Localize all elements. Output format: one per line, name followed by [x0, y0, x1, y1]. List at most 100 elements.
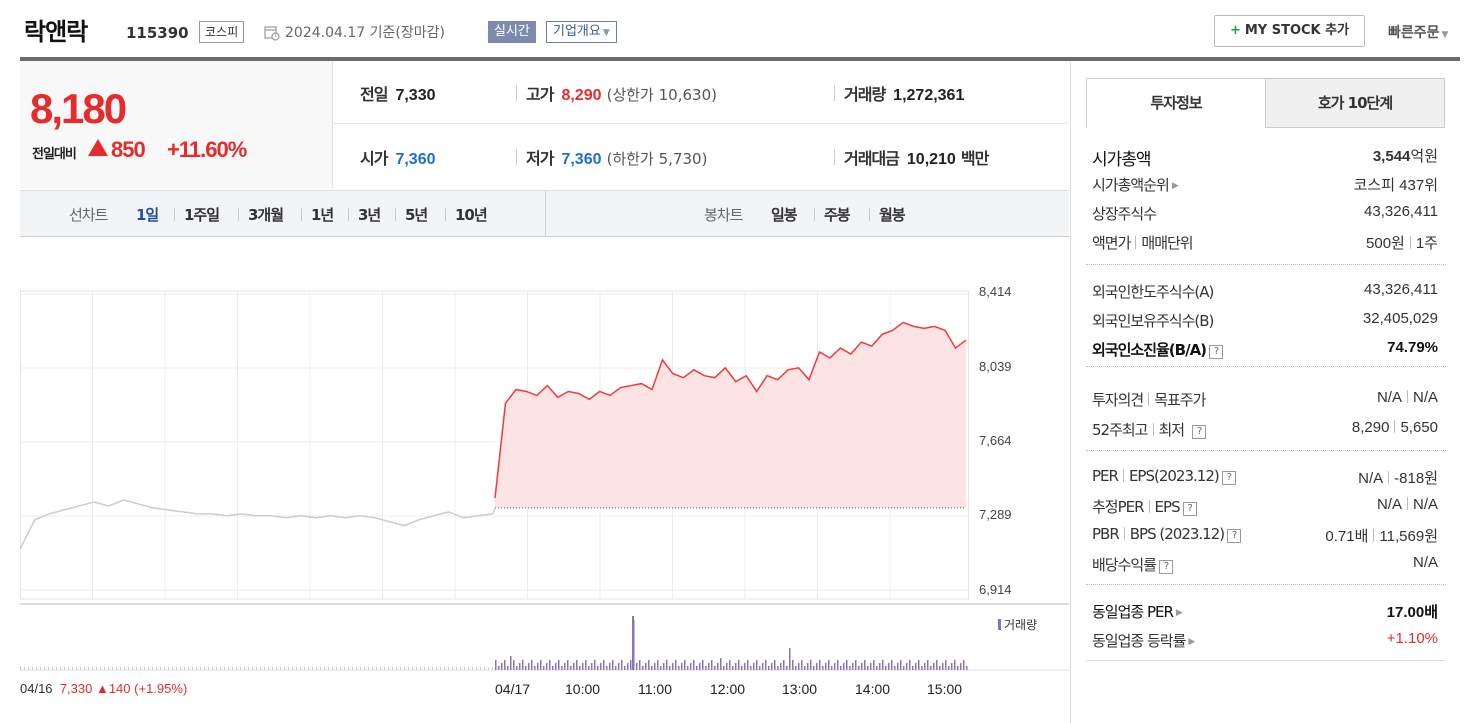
volume-bar	[344, 667, 345, 670]
volume-bar	[963, 660, 965, 670]
volume-bar	[942, 663, 944, 670]
candle-monthly[interactable]: 월봉	[879, 206, 906, 224]
help-icon[interactable]: ?	[1159, 560, 1174, 574]
volume-bar	[675, 660, 677, 670]
volume-bar	[148, 667, 149, 670]
help-icon[interactable]: ?	[1182, 502, 1197, 516]
period-1w[interactable]: 1주일	[184, 206, 220, 224]
sector-change-value: +1.10%	[1386, 630, 1438, 647]
info-row: 52주최고 최저? 8,290 5,650	[1092, 419, 1438, 443]
volume-bar	[320, 667, 321, 670]
volume-bar	[807, 663, 809, 670]
today-price-line	[494, 321, 967, 499]
market-cap-rank-label[interactable]: 시가총액순위 ▶	[1092, 176, 1179, 194]
period-3y[interactable]: 3년	[358, 206, 381, 224]
sector-per-label[interactable]: 동일업종 PER ▶	[1092, 603, 1183, 621]
info-row: PBR BPS (2023.12)? 0.71배 11,569원	[1092, 525, 1438, 549]
volume-bar	[498, 666, 500, 670]
divider	[238, 208, 239, 221]
volume-bar	[840, 666, 842, 670]
volume-bar	[690, 663, 692, 670]
volume-bar	[304, 667, 305, 670]
volume-bar	[484, 667, 485, 670]
volume-bar	[112, 667, 113, 670]
volume-bar	[729, 660, 731, 670]
volume-bar	[630, 660, 632, 670]
volume-bar	[440, 667, 441, 670]
realtime-button[interactable]: 실시간	[488, 21, 536, 43]
volume-bar	[444, 667, 445, 670]
volume-bar	[20, 667, 21, 670]
volume-bar	[492, 667, 493, 670]
volume-bar	[813, 666, 815, 670]
help-icon[interactable]: ?	[1221, 471, 1236, 485]
divider	[516, 85, 517, 101]
volume-bar	[72, 667, 73, 670]
candle-weekly[interactable]: 주봉	[824, 206, 851, 224]
volume-bar	[468, 667, 469, 670]
help-icon[interactable]: ?	[1227, 529, 1242, 543]
volume-bar	[669, 666, 671, 670]
volume-bar	[184, 667, 185, 670]
volume-bar	[765, 660, 767, 670]
volume-bar	[804, 666, 806, 670]
tab-invest-info[interactable]: 투자정보	[1086, 78, 1266, 128]
volume-bar	[284, 667, 285, 670]
volume-bar	[360, 667, 361, 670]
quick-order-dropdown[interactable]: 빠른주문 ▼	[1388, 25, 1449, 41]
volume-bar	[603, 660, 605, 670]
sector-change-label[interactable]: 동일업종 등락률 ▶	[1092, 632, 1195, 650]
x-tick-label: 10:00	[565, 681, 601, 697]
sector-per-value: 17.00배	[1386, 604, 1438, 621]
volume-bar	[92, 667, 93, 670]
period-10y[interactable]: 10년	[455, 206, 488, 224]
tab-orderbook[interactable]: 호가 10단계	[1265, 78, 1445, 128]
period-5y[interactable]: 5년	[405, 206, 428, 224]
help-icon[interactable]: ?	[1209, 345, 1224, 359]
x-tick-label: 11:00	[638, 681, 672, 697]
info-row: 투자의견 목표주가 N/A N/A	[1092, 389, 1438, 413]
volume-bar	[567, 660, 569, 670]
info-row: PER EPS(2023.12)? N/A -818원	[1092, 467, 1438, 491]
x-tick-label: 14:00	[855, 681, 891, 697]
volume-bar	[900, 660, 902, 670]
period-3m[interactable]: 3개월	[248, 206, 284, 224]
volume-bar	[558, 660, 560, 670]
current-price: 8,180	[30, 85, 127, 132]
volume-bar	[744, 663, 746, 670]
x-tick-label: 04/17	[495, 681, 531, 697]
volume-bar	[252, 667, 253, 670]
help-icon[interactable]: ?	[1192, 425, 1207, 439]
volume-bar	[540, 660, 542, 670]
volume-bar	[711, 660, 713, 670]
volume-bar	[80, 667, 81, 670]
y-tick-label: 8,414	[979, 284, 1012, 299]
info-row[interactable]: 동일업종 등락률 ▶ +1.10%	[1092, 630, 1438, 654]
volume-bar	[897, 663, 899, 670]
volume-bar	[480, 667, 481, 670]
volume-bar	[948, 666, 950, 670]
up-triangle-icon: ▲	[95, 681, 109, 696]
candle-daily[interactable]: 일봉	[771, 206, 798, 224]
info-row[interactable]: 시가총액순위 ▶ 코스피 437위	[1092, 174, 1438, 198]
period-1y[interactable]: 1년	[311, 206, 334, 224]
quote-row: 시가 7,360 저가 7,360 (하한가 5,730) 거래대금 10,210 백…	[334, 125, 1069, 188]
info-row[interactable]: 동일업종 PER ▶ 17.00배	[1092, 601, 1438, 625]
volume-bar	[144, 667, 145, 670]
divider	[834, 149, 835, 165]
volume-bar	[172, 667, 173, 670]
period-1d[interactable]: 1일	[136, 206, 159, 224]
plus-icon: +	[1229, 23, 1241, 38]
volume-bar	[36, 667, 37, 670]
up-triangle-icon	[88, 139, 108, 156]
valuation-section: PER EPS(2023.12)? N/A -818원 추정PER EPS? N/A N…	[1086, 451, 1446, 585]
foreign-hold-value: 32,405,029	[1362, 310, 1438, 327]
company-overview-dropdown[interactable]: 기업개요 ▼	[546, 21, 617, 43]
add-mystock-button[interactable]: + MY STOCK 추가	[1214, 15, 1365, 47]
volume-bar	[555, 663, 557, 670]
volume-bar	[519, 663, 521, 670]
divider	[348, 208, 349, 221]
volume-bar	[116, 667, 117, 670]
volume-bar	[352, 667, 353, 670]
volume-bar	[909, 660, 911, 670]
